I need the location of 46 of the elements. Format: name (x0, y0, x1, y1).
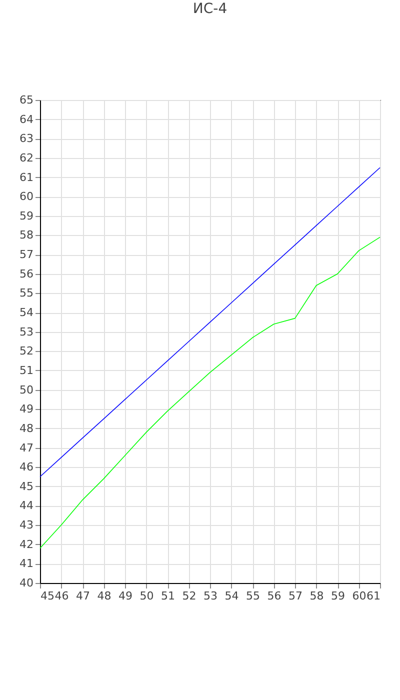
y-tick-label: 48 (20, 422, 34, 435)
y-tick-label: 52 (20, 344, 34, 358)
y-tick-label: 40 (20, 576, 34, 590)
x-tick-label: 55 (246, 590, 260, 602)
chart-title: ИС-4 (192, 1, 228, 17)
y-tick-label: 41 (20, 557, 34, 570)
x-tick-label: 54 (224, 590, 239, 602)
x-tick-label: 52 (182, 590, 196, 602)
x-tick-label: 51 (161, 590, 175, 602)
x-tick-label: 56 (267, 590, 282, 602)
x-tick-label: 47 (76, 590, 90, 602)
y-tick-label: 46 (20, 460, 34, 474)
y-tick-label: 60 (20, 190, 34, 204)
line-series (40, 236, 380, 549)
y-tick-label: 51 (20, 364, 34, 377)
y-tick-label: 64 (20, 112, 34, 126)
x-tick-label: 57 (288, 590, 302, 602)
x-tick-label: 61 (366, 590, 380, 602)
y-tick-label: 54 (20, 306, 34, 320)
x-tick-label: 53 (204, 590, 218, 602)
x-tick-label: 50 (140, 590, 154, 602)
y-tick-label: 65 (20, 94, 34, 106)
y-tick-label: 55 (20, 286, 34, 300)
y-tick-label: 53 (20, 325, 34, 338)
y-tick-label: 43 (20, 518, 34, 532)
x-tick-label: 49 (118, 590, 132, 602)
y-tick-label: 58 (20, 228, 34, 242)
x-tick-label: 46 (54, 590, 69, 602)
y-tick-label: 42 (20, 538, 34, 551)
y-tick-label: 59 (20, 209, 34, 222)
x-tick-label: 60 (352, 590, 366, 602)
x-tick-label: 45 (40, 590, 54, 602)
y-tick-label: 44 (20, 499, 34, 512)
line-series (40, 167, 380, 478)
y-tick-label: 47 (20, 441, 34, 454)
y-tick-label: 49 (20, 402, 34, 416)
x-tick-label: 59 (331, 590, 345, 602)
y-tick-label: 57 (20, 248, 34, 262)
y-tick-label: 62 (20, 151, 34, 164)
y-tick-label: 45 (20, 480, 34, 493)
y-tick-label: 56 (20, 267, 34, 280)
x-tick-label: 48 (97, 590, 112, 602)
y-tick-label: 63 (20, 132, 34, 146)
y-tick-label: 50 (20, 383, 34, 396)
y-tick-label: 61 (20, 170, 34, 184)
x-tick-label: 58 (310, 590, 324, 602)
